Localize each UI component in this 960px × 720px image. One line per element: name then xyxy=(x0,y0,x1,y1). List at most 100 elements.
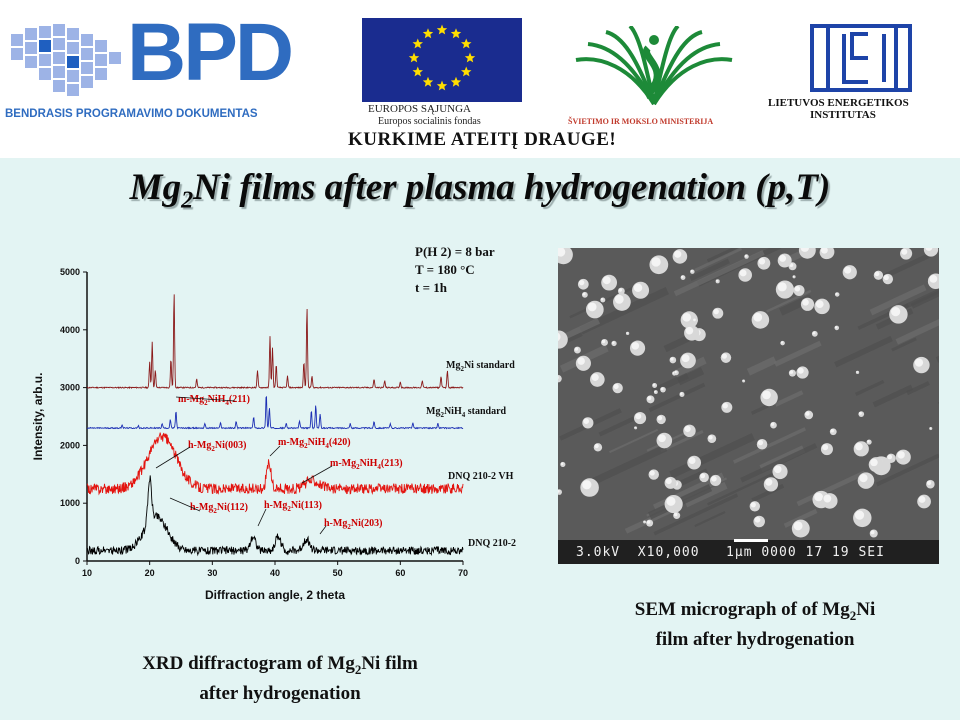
sem-particle xyxy=(857,472,875,489)
xrd-caption-line2: after hydrogenation xyxy=(199,682,361,704)
sem-streak xyxy=(783,508,818,528)
sem-particle xyxy=(672,249,688,264)
sem-particle xyxy=(792,275,796,279)
sem-particle xyxy=(749,501,760,512)
sem-particle xyxy=(834,325,840,331)
eu-star xyxy=(408,52,420,63)
sem-particle xyxy=(800,297,815,311)
sem-particle xyxy=(673,370,679,376)
sem-streak xyxy=(938,380,939,405)
sem-particle xyxy=(558,374,562,383)
sem-particle xyxy=(858,411,865,417)
sem-particle xyxy=(669,356,677,364)
sem-streak xyxy=(585,444,668,488)
eu-star xyxy=(450,28,462,39)
annotation-arrow xyxy=(269,445,281,457)
sem-streak xyxy=(887,274,939,317)
sem-particle xyxy=(590,372,605,387)
sem-particle xyxy=(770,421,777,429)
sem-streak xyxy=(855,379,885,396)
x-tick-label: 60 xyxy=(395,568,405,578)
annotation-arrow xyxy=(169,497,201,512)
x-tick-label: 70 xyxy=(458,568,468,578)
sem-streak xyxy=(648,382,706,412)
eu-star xyxy=(412,66,423,77)
sem-streak xyxy=(676,468,709,488)
sem-particle xyxy=(560,461,566,468)
x-tick-label: 50 xyxy=(333,568,343,578)
sem-particle xyxy=(558,330,568,349)
sem-caption: SEM micrograph of of Mg2Ni film after hy… xyxy=(575,598,935,652)
sem-particle xyxy=(913,356,930,374)
sem-particle xyxy=(679,391,685,398)
condition-label: T = 180 °C xyxy=(415,262,475,277)
y-tick-label: 2000 xyxy=(60,440,80,450)
x-tick-label: 40 xyxy=(270,568,280,578)
sem-particle xyxy=(582,417,594,429)
sem-particle xyxy=(780,340,785,346)
sem-particle xyxy=(923,248,939,257)
series-line xyxy=(86,294,464,390)
sem-streak xyxy=(774,390,804,407)
sem-particle xyxy=(709,474,722,487)
sem-streak xyxy=(673,250,765,297)
series-line xyxy=(86,432,464,496)
sem-particle xyxy=(763,477,779,492)
y-tick-label: 5000 xyxy=(60,267,80,277)
sem-caption-line2: film after hydrogenation xyxy=(655,628,855,650)
ministry-logo xyxy=(570,24,738,110)
sem-streak xyxy=(875,453,939,487)
title-subscript: 2 xyxy=(181,187,194,214)
sem-particle xyxy=(683,424,696,438)
peak-annotation: h-Mg2Ni(112) xyxy=(190,502,248,515)
sem-streak xyxy=(653,493,739,536)
sem-particle xyxy=(617,287,625,295)
sem-particle xyxy=(886,453,896,464)
xrd-caption-a: XRD diffractogram of Mg xyxy=(142,653,355,674)
sem-particle xyxy=(721,401,733,413)
sem-particle xyxy=(660,386,666,393)
sem-streak xyxy=(689,258,730,282)
y-tick-label: 1000 xyxy=(60,498,80,508)
eu-flag xyxy=(362,18,522,102)
sem-particle xyxy=(558,489,562,495)
sem-particle xyxy=(788,369,796,377)
y-tick-label: 3000 xyxy=(60,383,80,393)
sem-particle xyxy=(882,273,894,285)
sem-particle xyxy=(819,248,834,260)
sem-particle xyxy=(834,292,840,297)
sem-streak xyxy=(694,510,726,528)
xrd-caption: XRD diffractogram of Mg2Ni film after hy… xyxy=(90,652,470,706)
sem-caption-b: Ni xyxy=(856,599,876,620)
sem-particle xyxy=(646,395,655,404)
ministry-label: ŠVIETIMO IR MOKSLO MINISTERIJA xyxy=(568,117,714,126)
sem-particle xyxy=(580,478,599,497)
sem-particle xyxy=(753,515,765,528)
sem-particle xyxy=(653,390,658,394)
annotation-arrow xyxy=(175,396,236,402)
sem-readout: 3.0kV X10,000 1μm 0000 17 19 SEI xyxy=(576,545,885,560)
sem-particle xyxy=(699,472,709,483)
sem-particle xyxy=(855,370,860,374)
sem-streak xyxy=(773,340,822,367)
sem-particle xyxy=(575,355,591,371)
sem-streak xyxy=(579,287,669,335)
lei-emblem-icon xyxy=(810,24,912,92)
sem-particle xyxy=(646,519,654,527)
sem-particle xyxy=(842,265,857,280)
sem-particle xyxy=(757,256,771,270)
sem-particle xyxy=(600,297,606,303)
slogan: KURKIME ATEITĮ DRAUGE! xyxy=(348,129,617,150)
sem-streak xyxy=(707,472,774,506)
title-part-a: Mg xyxy=(129,167,182,208)
sem-streak xyxy=(882,251,935,280)
series-label: Mg2Ni standard xyxy=(446,360,515,373)
sem-texture-image xyxy=(558,248,939,538)
header-banner: BPD BENDRASIS PROGRAMAVIMO DOKUMENTAS EU… xyxy=(0,0,960,158)
series-line xyxy=(86,475,464,557)
peak-annotation: h-Mg2Ni(113) xyxy=(264,500,322,513)
eu-star xyxy=(436,80,448,91)
y-tick-label: 0 xyxy=(75,556,80,566)
sem-particle xyxy=(634,412,647,425)
sem-particle xyxy=(664,476,677,489)
